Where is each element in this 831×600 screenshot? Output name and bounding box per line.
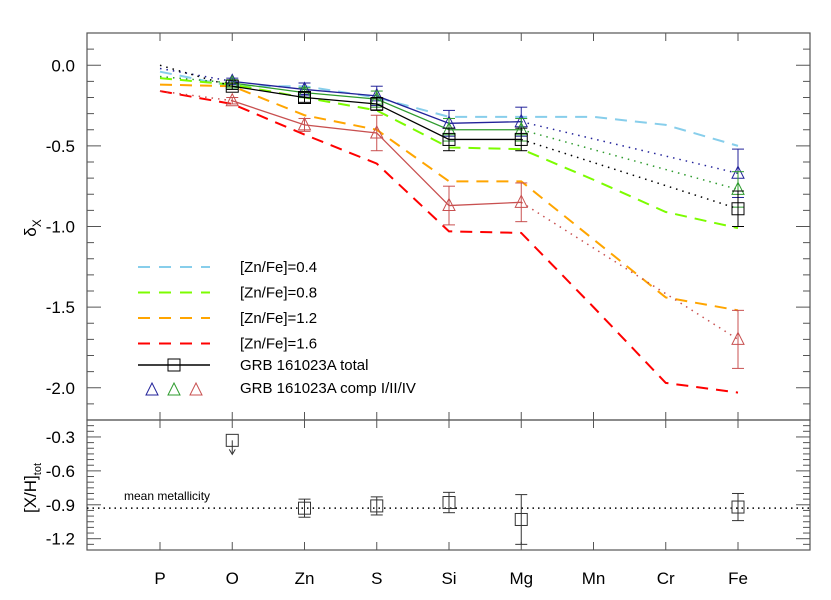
- y-tick-label: -2.0: [46, 379, 75, 398]
- component-II-extrapolation: [521, 129, 739, 191]
- model-line-0: [159, 70, 739, 147]
- total-extrapolation: [521, 138, 739, 210]
- y-tick-label: 0.0: [51, 56, 75, 75]
- square-marker: [514, 512, 528, 526]
- plot-frame: [86, 419, 811, 551]
- square-marker: [731, 500, 745, 514]
- legend-label: GRB 161023A comp I/II/IV: [240, 380, 416, 397]
- triangle-marker: [297, 116, 312, 131]
- depletion-panel: 0.0-0.5-1.0-1.5-2.0[Zn/Fe]=0.4[Zn/Fe]=0.…: [46, 32, 811, 421]
- y-tick-label: -1.0: [46, 218, 75, 237]
- y-tick-label: -0.3: [46, 428, 75, 447]
- metallicity-panel: -0.3 -0.6 -0.9 -1.2 mean metallicity P O Zn S Si M…: [46, 419, 811, 588]
- y-tick-label: -0.9: [46, 496, 75, 515]
- square-marker: [370, 499, 384, 513]
- legend-label: [Zn/Fe]=1.6: [240, 336, 317, 353]
- legend: [Zn/Fe]=0.4 [Zn/Fe]=0.8 [Zn/Fe]=1.2 [Zn/Fe]…: [138, 259, 416, 397]
- triangle-marker: [442, 197, 456, 212]
- legend-label: [Zn/Fe]=0.4: [240, 259, 317, 276]
- square-marker: [514, 132, 528, 146]
- square-marker: [442, 132, 456, 146]
- y-tick-label: -1.5: [46, 298, 75, 317]
- triangle-marker: [189, 381, 203, 396]
- x-tick-label: Fe: [728, 569, 748, 588]
- triangle-marker: [514, 194, 529, 208]
- x-tick-label: Mg: [509, 569, 533, 588]
- y-tick-label: -0.6: [46, 462, 75, 481]
- square-marker: [167, 358, 181, 372]
- square-marker: [442, 496, 456, 510]
- legend-label: [Zn/Fe]=0.8: [240, 285, 317, 302]
- square-marker: [731, 202, 745, 216]
- square-marker: [225, 433, 239, 447]
- x-tick-label: Mn: [582, 569, 606, 588]
- square-marker: [370, 97, 384, 111]
- component-I-extrapolation: [521, 120, 739, 175]
- model-line-3: [159, 90, 739, 394]
- square-marker: [298, 91, 311, 104]
- legend-label: [Zn/Fe]=1.2: [240, 310, 317, 327]
- x-tick-label: P: [154, 569, 165, 588]
- x-tick-label: S: [371, 569, 382, 588]
- y-tick-label: -0.5: [46, 137, 75, 156]
- component-IV-extrapolation: [520, 201, 739, 341]
- x-tick-label: Si: [441, 569, 456, 588]
- y-tick-label: -1.2: [46, 530, 75, 549]
- x-tick-label: Cr: [657, 569, 675, 588]
- top-ylabel: δX: [21, 219, 44, 236]
- triangle-marker: [225, 92, 240, 107]
- square-marker: [225, 79, 239, 93]
- mean-metallicity-label: mean metallicity: [124, 489, 210, 503]
- upper-limit-arrowhead: [228, 449, 236, 456]
- triangle-marker: [731, 331, 745, 345]
- legend-label: GRB 161023A total: [240, 357, 368, 374]
- x-tick-label: Zn: [295, 569, 315, 588]
- triangle-marker: [145, 381, 159, 396]
- square-marker: [298, 501, 311, 515]
- triangle-marker: [369, 124, 384, 139]
- triangle-marker: [167, 381, 181, 396]
- bottom-ylabel: [X/H]tot: [21, 463, 44, 513]
- x-tick-label: O: [226, 569, 239, 588]
- plot-frame: [86, 32, 811, 421]
- component-IV-extrapolation: [159, 90, 233, 102]
